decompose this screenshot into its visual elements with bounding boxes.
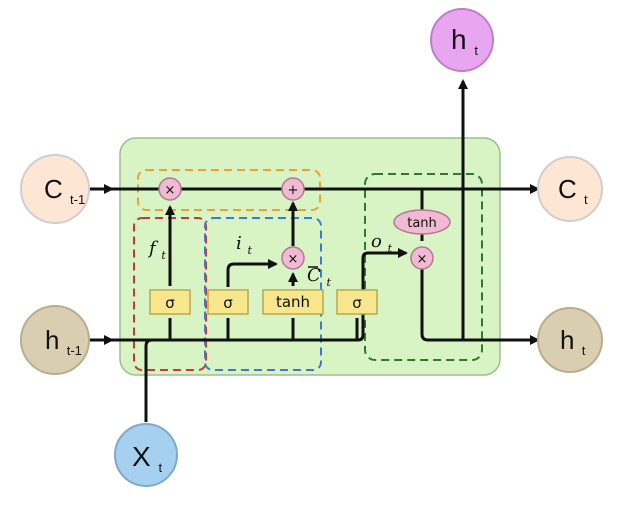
- svg-text:f t: f t: [147, 238, 166, 262]
- lstm-cell-body: [119, 137, 501, 376]
- input-label: i t: [236, 233, 253, 257]
- output-connections: [420, 79, 540, 345]
- output-label: o t: [371, 231, 393, 255]
- input-gate-box: σ: [207, 289, 249, 315]
- svg-text:tanh: tanh: [407, 216, 437, 231]
- h-top-output-label: h t: [451, 24, 478, 58]
- c-output-label: C t: [558, 174, 588, 207]
- svg-text:×: ×: [288, 252, 299, 267]
- forget-gate-box: σ: [149, 289, 191, 315]
- c-output-node: C t: [537, 156, 603, 222]
- svg-text:tanh: tanh: [276, 293, 310, 311]
- forget-multiply-op: ×: [158, 177, 182, 201]
- c-prev-node: C t-1: [20, 154, 90, 224]
- input-multiply-op: ×: [281, 246, 305, 270]
- output-gate-box: σ: [336, 289, 378, 315]
- x-input-label: X t: [132, 441, 162, 475]
- cell-add-op: +: [281, 177, 305, 201]
- svg-text:×: ×: [417, 252, 428, 267]
- output-tanh-op: tanh: [393, 209, 451, 235]
- h-prev-label: h t-1: [45, 325, 82, 358]
- svg-text:o t: o t: [371, 231, 393, 255]
- x-input-line: [144, 338, 153, 422]
- h-top-output-node: h t: [430, 8, 494, 72]
- forget-label: f t: [147, 238, 166, 262]
- svg-text:σ: σ: [165, 294, 175, 312]
- svg-text:C t: C t: [307, 265, 332, 289]
- candidate-gate-box: tanh: [262, 289, 324, 315]
- c-prev-label: C t-1: [44, 174, 85, 207]
- svg-text:σ: σ: [352, 294, 362, 312]
- output-multiply-op: ×: [410, 246, 434, 270]
- h-output-node: h t: [537, 307, 603, 373]
- h-output-label: h t: [560, 325, 586, 358]
- h-prev-node: h t-1: [20, 305, 90, 375]
- svg-text:×: ×: [165, 183, 176, 198]
- svg-text:σ: σ: [223, 294, 233, 312]
- svg-text:+: +: [288, 183, 299, 198]
- svg-text:i t: i t: [236, 233, 253, 257]
- gate-connections: [165, 201, 298, 287]
- output-gate-group: [364, 173, 483, 361]
- x-input-node: X t: [114, 423, 178, 487]
- candidate-label: C t: [307, 265, 332, 289]
